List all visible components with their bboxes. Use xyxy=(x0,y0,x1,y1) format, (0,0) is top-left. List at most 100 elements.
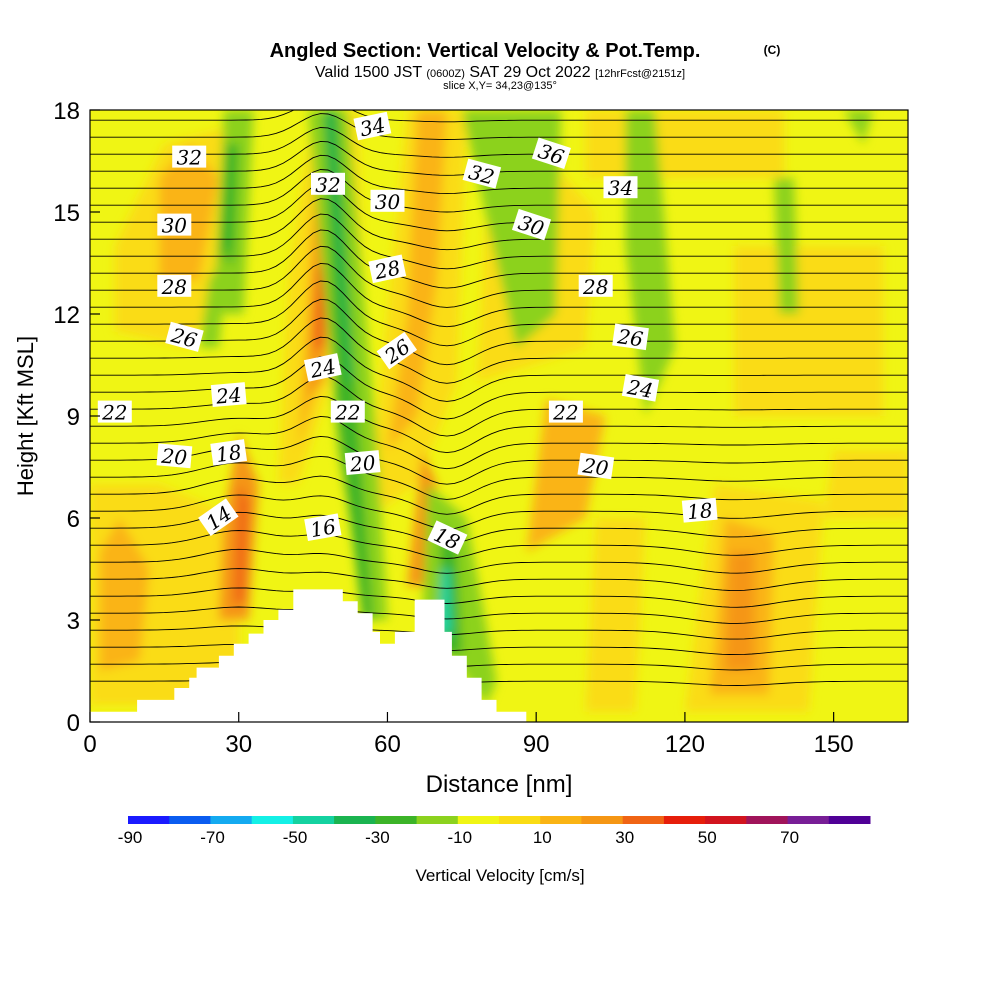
colorbar-tick-label: -90 xyxy=(118,828,143,847)
colorbar-swatch xyxy=(334,816,376,824)
contour-label: 34 xyxy=(603,176,638,200)
colorbar-swatch xyxy=(581,816,624,824)
chart-title-mark: (C) xyxy=(764,43,781,57)
colorbar-swatch xyxy=(787,816,830,824)
y-tick-label: 6 xyxy=(67,506,80,533)
colorbar-swatch xyxy=(663,816,706,824)
contour-label: 20 xyxy=(156,443,193,470)
theta-contour xyxy=(90,317,908,384)
colorbar-swatch xyxy=(169,816,211,824)
svg-text:22: 22 xyxy=(101,401,127,425)
contour-label: 20 xyxy=(344,450,381,477)
colorbar-tick-label: 30 xyxy=(615,828,634,847)
svg-text:32: 32 xyxy=(315,173,340,197)
theta-contour xyxy=(90,395,908,454)
colorbar-swatch xyxy=(828,816,871,824)
theta-contour xyxy=(90,587,908,608)
svg-text:30: 30 xyxy=(162,214,188,238)
theta-contour xyxy=(90,154,908,195)
colorbar-swatch xyxy=(128,816,170,824)
theta-contour xyxy=(90,494,908,530)
x-tick-label: 60 xyxy=(374,731,401,758)
velocity-region xyxy=(218,144,239,263)
svg-text:24: 24 xyxy=(625,375,655,403)
contour-label: 20 xyxy=(577,452,615,481)
x-tick-label: 30 xyxy=(225,731,252,758)
theta-contour xyxy=(90,336,908,402)
theta-contour xyxy=(90,606,908,624)
velocity-region xyxy=(99,518,150,671)
contour-label: 22 xyxy=(97,400,132,425)
colorbar-tick-label: -50 xyxy=(283,828,308,847)
theta-contour xyxy=(90,245,908,308)
terrain-mask xyxy=(90,589,527,722)
contour-label: 28 xyxy=(368,254,407,284)
contour-label: 28 xyxy=(157,274,192,299)
velocity-region xyxy=(734,246,884,416)
contour-label: 24 xyxy=(210,382,247,409)
theta-contour xyxy=(90,183,908,232)
subtitle-date: SAT 29 Oct 2022 xyxy=(469,64,590,81)
theta-contour xyxy=(90,110,908,123)
subtitle-fcst: [12hrFcst@2151z] xyxy=(595,68,685,80)
colorbar-swatch xyxy=(622,816,665,824)
x-tick-label: 0 xyxy=(83,731,96,758)
velocity-region xyxy=(585,518,646,712)
velocity-region xyxy=(724,552,755,671)
velocity-region xyxy=(233,484,249,603)
colorbar-tick-label: 50 xyxy=(698,828,717,847)
velocity-region xyxy=(774,178,799,314)
svg-text:28: 28 xyxy=(161,275,187,299)
svg-text:22: 22 xyxy=(552,401,578,425)
contour-label: 34 xyxy=(353,111,392,141)
svg-text:22: 22 xyxy=(334,401,360,425)
colorbar-tick-label: -10 xyxy=(448,828,473,847)
theta-contour xyxy=(90,530,908,559)
svg-text:18: 18 xyxy=(215,440,244,467)
y-axis: 0 3 6 9 12 15 18 xyxy=(53,98,100,737)
svg-text:20: 20 xyxy=(580,453,610,480)
contour-label: 22 xyxy=(548,400,583,425)
theta-contour xyxy=(90,280,908,347)
svg-text:30: 30 xyxy=(375,190,401,214)
velocity-region xyxy=(526,399,606,552)
svg-text:28: 28 xyxy=(372,255,403,284)
y-tick-label: 9 xyxy=(67,404,80,431)
colorbar-tick-label: -30 xyxy=(365,828,390,847)
y-tick-label: 15 xyxy=(53,200,80,227)
theta-contour xyxy=(90,298,908,366)
theta-contour xyxy=(90,415,908,470)
velocity-region xyxy=(843,110,874,144)
subtitle-valid: Valid 1500 JST xyxy=(315,64,423,81)
colorbar-label: Vertical Velocity [cm/s] xyxy=(415,866,584,885)
theta-contour xyxy=(90,169,908,213)
contour-label: 24 xyxy=(621,374,660,403)
x-axis-label: Distance [nm] xyxy=(426,771,573,798)
colorbar-swatch xyxy=(457,816,500,824)
theta-contour xyxy=(90,475,908,515)
contour-label: 18 xyxy=(681,497,718,524)
contour-label: 30 xyxy=(370,189,405,214)
theta-contour xyxy=(90,625,908,640)
svg-text:20: 20 xyxy=(348,451,377,477)
colorbar-swatch xyxy=(251,816,294,824)
colorbar-swatch xyxy=(416,816,459,824)
colorbar-swatch xyxy=(292,816,335,824)
contour-label: 18 xyxy=(210,439,248,467)
colorbar-swatch xyxy=(746,816,788,824)
contour-label: 28 xyxy=(578,274,613,299)
theta-contour xyxy=(90,113,908,140)
y-axis-label: Height [Kft MSL] xyxy=(13,336,38,496)
theta-contour xyxy=(90,643,908,656)
y-tick-label: 3 xyxy=(67,608,80,635)
contour-label: 30 xyxy=(157,213,192,238)
svg-text:34: 34 xyxy=(608,176,633,200)
colorbar-swatch xyxy=(210,816,253,824)
colorbar-tick-label: 10 xyxy=(533,828,552,847)
x-tick-label: 150 xyxy=(814,731,854,758)
subtitle-zulu: (0600Z) xyxy=(426,68,465,80)
theta-contour xyxy=(90,548,908,574)
chart-title: Angled Section: Vertical Velocity & Pot.… xyxy=(270,40,701,62)
svg-text:28: 28 xyxy=(582,275,608,299)
colorbar-swatch xyxy=(540,816,582,824)
